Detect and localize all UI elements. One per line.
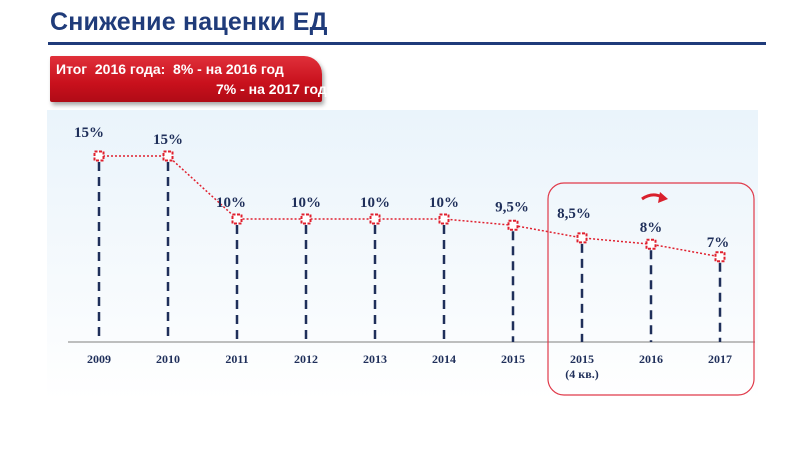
summary-badge: Итог 2016 года: 8% - на 2016 год 7% - на… xyxy=(50,56,327,102)
data-label-8: 8% xyxy=(640,220,663,236)
x-tick-label-6: 2015 xyxy=(501,352,525,366)
highlight-frame xyxy=(547,182,755,396)
x-tick-label-1: 2010 xyxy=(156,352,180,366)
x-tick-label-2: 2011 xyxy=(225,352,248,366)
x-tick-label-4: 2013 xyxy=(363,352,387,366)
x-tick-label-5: 2014 xyxy=(432,352,456,366)
x-tick-label-3: 2012 xyxy=(294,352,318,366)
data-point-8 xyxy=(645,238,657,250)
data-label-9: 7% xyxy=(707,235,730,251)
data-label-1: 15% xyxy=(153,132,183,148)
x-tick-label-7-line-2: (4 кв.) xyxy=(565,367,598,381)
data-label-3: 10% xyxy=(291,195,321,211)
data-point-0 xyxy=(93,150,105,162)
x-tick-label-9: 2017 xyxy=(708,352,732,366)
x-tick-label-7: 2015 xyxy=(570,352,594,366)
x-tick-label-8: 2016 xyxy=(639,352,663,366)
data-point-2 xyxy=(231,213,243,225)
data-label-7: 8,5% xyxy=(557,206,591,222)
data-label-0: 15% xyxy=(74,125,104,141)
trend-arrow-head xyxy=(658,192,668,203)
data-point-5 xyxy=(438,213,450,225)
series-line xyxy=(99,155,721,258)
data-label-2: 10% xyxy=(216,195,246,211)
slide-title: Снижение наценки ЕД xyxy=(50,8,328,36)
data-point-6 xyxy=(507,219,519,231)
x-tick-label-0: 2009 xyxy=(87,352,111,366)
title-underline xyxy=(48,42,766,45)
summary-line-2: 7% - на 2017 год xyxy=(216,81,327,97)
data-label-6: 9,5% xyxy=(495,199,529,215)
data-point-7 xyxy=(576,232,588,244)
data-point-9 xyxy=(714,251,726,263)
data-label-4: 10% xyxy=(360,195,390,211)
data-point-3 xyxy=(300,213,312,225)
summary-line-1: Итог 2016 года: 8% - на 2016 год xyxy=(56,61,284,77)
data-point-1 xyxy=(162,150,174,162)
data-label-5: 10% xyxy=(429,195,459,211)
data-point-4 xyxy=(369,213,381,225)
